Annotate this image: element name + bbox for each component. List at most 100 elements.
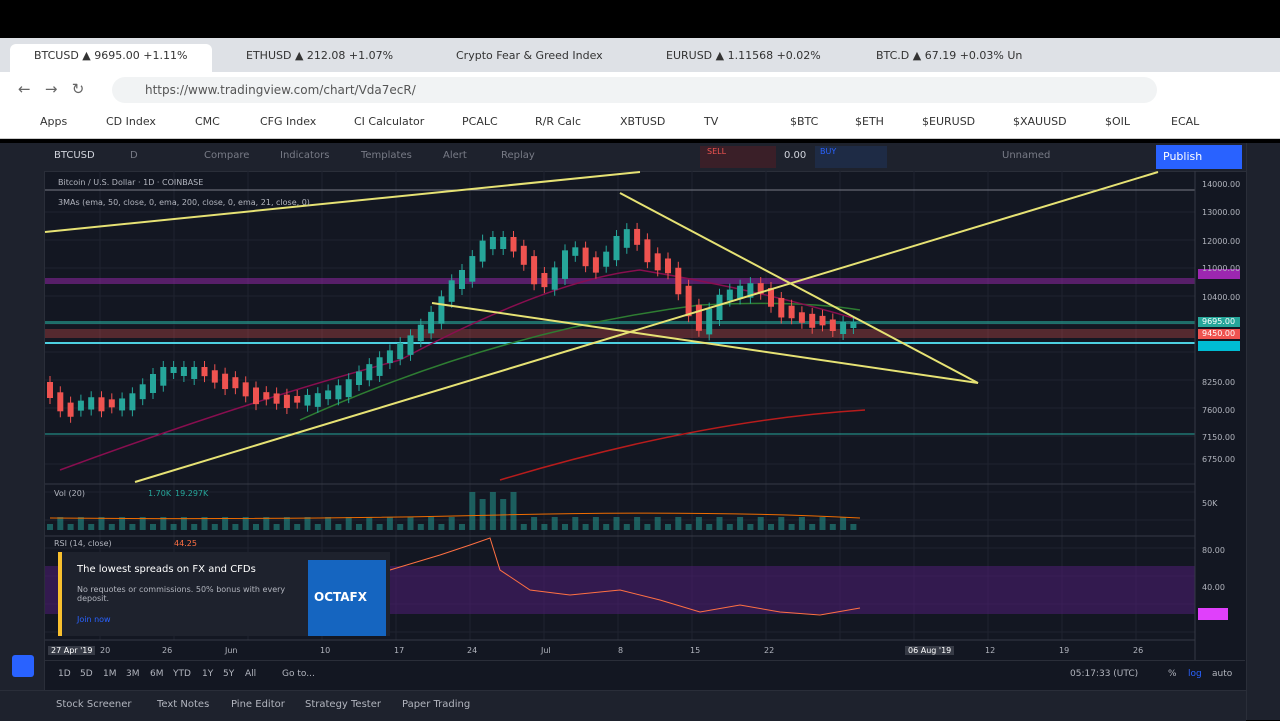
sell[interactable]: SELL	[707, 147, 727, 156]
range-button[interactable]: 5Y	[223, 669, 235, 679]
bookmark[interactable]: $OIL	[1105, 115, 1131, 128]
toolbar-item[interactable]: Alert	[443, 150, 467, 161]
time-label: 20	[100, 646, 111, 655]
tab-bar	[0, 38, 1280, 72]
bookmark[interactable]: XBTUSD	[620, 115, 666, 128]
publish-label[interactable]: Publish	[1163, 150, 1203, 163]
auto-toggle[interactable]: auto	[1212, 669, 1233, 679]
buy[interactable]: BUY	[820, 147, 837, 156]
tool-button[interactable]	[12, 655, 34, 677]
range-button[interactable]: 6M	[150, 669, 164, 679]
price-label: 12000.00	[1202, 237, 1241, 246]
volume-axis-label: 50K	[1202, 499, 1218, 508]
bottom-tab[interactable]: Pine Editor	[231, 699, 285, 710]
top-toolbar	[0, 143, 1280, 172]
time-label: 17	[394, 646, 405, 655]
price-label: 7150.00	[1202, 433, 1236, 442]
bookmark[interactable]: R/R Calc	[535, 115, 582, 128]
price-label: 6750.00	[1202, 455, 1236, 464]
legend-mas: 3MAs (ema, 50, close, 0, ema, 200, close…	[58, 198, 310, 207]
symbol[interactable]: BTCUSD	[54, 150, 95, 161]
bookmark[interactable]: PCALC	[462, 115, 498, 128]
price-label: 10400.00	[1202, 293, 1241, 302]
address-bar: https://www.tradingview.com/chart/Vda7ec…	[0, 72, 1280, 108]
browser-tab[interactable]: EURUSD ▲ 1.11568 +0.02%	[666, 49, 821, 62]
range-button[interactable]: 5D	[80, 669, 93, 679]
time-label: 27 Apr '19	[48, 646, 96, 655]
legend-title: Bitcoin / U.S. Dollar · 1D · COINBASE	[58, 178, 204, 187]
range-button[interactable]: 1M	[103, 669, 117, 679]
bookmark[interactable]: CD Index	[106, 115, 156, 128]
bottom-panel	[0, 690, 1246, 721]
ad-body[interactable]: No requotes or commissions. 50% bonus wi…	[77, 585, 286, 603]
browser-tab[interactable]: BTC.D ▲ 67.19 +0.03% Un	[876, 49, 1023, 62]
bookmark[interactable]: $XAUUSD	[1013, 115, 1067, 128]
spread: 0.00	[784, 150, 807, 161]
range-button[interactable]: All	[245, 669, 257, 679]
ad-cta[interactable]: Join now	[77, 615, 111, 624]
rsi-value: 44.25	[174, 539, 197, 548]
ad-brand[interactable]: OCTAFX	[314, 590, 367, 604]
browser-tab[interactable]: Crypto Fear & Greed Index	[456, 49, 603, 62]
bookmark[interactable]: $ETH	[855, 115, 884, 128]
bookmark[interactable]: Apps	[40, 115, 68, 128]
legend-volume: Vol (20)	[54, 489, 85, 498]
range-bar	[45, 660, 1245, 689]
toolbar-item[interactable]: Indicators	[280, 150, 330, 161]
time-label: 10	[320, 646, 331, 655]
ad-headline[interactable]: The lowest spreads on FX and CFDs	[77, 564, 256, 575]
log-toggle[interactable]: log	[1188, 669, 1202, 679]
url[interactable]: https://www.tradingview.com/chart/Vda7ec…	[145, 83, 416, 97]
bookmarks-bar	[0, 108, 1280, 139]
price-label: 13000.00	[1202, 208, 1241, 217]
time-label: 24	[467, 646, 478, 655]
volume-b: 19.297K	[175, 489, 209, 498]
bookmark[interactable]: ECAL	[1171, 115, 1200, 128]
bookmark[interactable]: $EURUSD	[922, 115, 976, 128]
percent-toggle[interactable]: %	[1168, 669, 1177, 679]
bottom-tab[interactable]: Text Notes	[157, 699, 210, 710]
bookmark[interactable]: $BTC	[790, 115, 819, 128]
layout-name[interactable]: Unnamed	[1002, 150, 1051, 161]
bottom-tab[interactable]: Stock Screener	[56, 699, 132, 710]
rsi-axis-label: 80.00	[1202, 546, 1225, 555]
toolbar-item[interactable]: Replay	[501, 150, 535, 161]
price-label: 9450.00	[1202, 329, 1236, 338]
price-label: 8250.00	[1202, 378, 1236, 387]
ad-logo-box[interactable]	[308, 560, 386, 636]
browser-tab[interactable]: BTCUSD ▲ 9695.00 +1.11%	[10, 44, 212, 72]
bookmark[interactable]: CFG Index	[260, 115, 317, 128]
time-label: Jun	[225, 646, 238, 655]
sell-box[interactable]	[700, 146, 776, 168]
time-label: 12	[985, 646, 996, 655]
rsi-axis-label: 40.00	[1202, 583, 1225, 592]
time-label: Jul	[541, 646, 551, 655]
range-button[interactable]: 3M	[126, 669, 140, 679]
time-label: 26	[1133, 646, 1144, 655]
interval[interactable]: D	[130, 150, 138, 161]
range-button[interactable]: 1D	[58, 669, 71, 679]
range-button[interactable]: Go to...	[282, 669, 315, 679]
time-label: 26	[162, 646, 173, 655]
time-label: 22	[764, 646, 775, 655]
bookmark[interactable]: CI Calculator	[354, 115, 425, 128]
bottom-tab[interactable]: Paper Trading	[402, 699, 471, 710]
time-label: 06 Aug '19	[905, 646, 955, 655]
legend-rsi: RSI (14, close)	[54, 539, 112, 548]
browser-tab[interactable]: ETHUSD ▲ 212.08 +1.07%	[246, 49, 394, 62]
range-button[interactable]: YTD	[173, 669, 191, 679]
left-toolbar	[0, 171, 45, 720]
publish-button[interactable]	[1156, 145, 1242, 169]
bookmark[interactable]: TV	[704, 115, 719, 128]
bottom-tab[interactable]: Strategy Tester	[305, 699, 381, 710]
toolbar-item[interactable]: Templates	[361, 150, 412, 161]
buy-box[interactable]	[815, 146, 887, 168]
time-label: 19	[1059, 646, 1070, 655]
range-button[interactable]: 1Y	[202, 669, 214, 679]
bookmark[interactable]: CMC	[195, 115, 220, 128]
right-sidebar	[1246, 143, 1280, 720]
toolbar-item[interactable]: Compare	[204, 150, 250, 161]
volume-a: 1.70K	[148, 489, 172, 498]
